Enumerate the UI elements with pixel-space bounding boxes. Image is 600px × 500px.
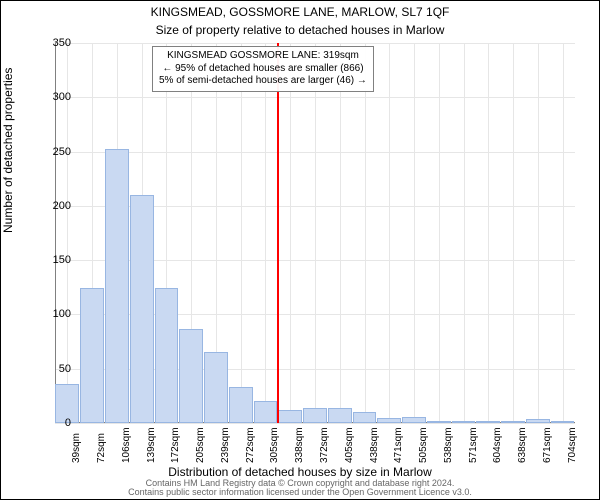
histogram-bar [452, 421, 476, 423]
histogram-bar [204, 352, 228, 423]
xtick-label: 272sqm [245, 427, 256, 463]
histogram-bar [377, 418, 401, 423]
ytick-label: 50 [31, 363, 71, 375]
chart-frame: KINGSMEAD, GOSSMORE LANE, MARLOW, SL7 1Q… [0, 0, 600, 500]
grid-line-v [340, 43, 341, 423]
footer-attribution: Contains HM Land Registry data © Crown c… [1, 479, 599, 497]
histogram-bar [551, 421, 575, 423]
histogram-bar [254, 401, 278, 423]
xtick-label: 205sqm [195, 427, 206, 463]
annotation-line1: KINGSMEAD GOSSMORE LANE: 319sqm [159, 50, 367, 63]
xtick-label: 172sqm [170, 427, 181, 463]
histogram-bar [328, 408, 352, 423]
xtick-label: 305sqm [269, 427, 280, 463]
histogram-bar [427, 421, 451, 423]
xtick-label: 139sqm [146, 427, 157, 463]
grid-line-v [538, 43, 539, 423]
grid-line-v [563, 43, 564, 423]
xtick-label: 72sqm [96, 433, 107, 463]
histogram-bar [229, 387, 253, 423]
xtick-label: 338sqm [294, 427, 305, 463]
histogram-bar [476, 421, 500, 423]
histogram-bar [80, 288, 104, 423]
ytick-label: 150 [31, 254, 71, 266]
grid-line-v [241, 43, 242, 423]
xtick-label: 106sqm [121, 427, 132, 463]
histogram-bar [353, 412, 377, 423]
grid-line-v [315, 43, 316, 423]
chart-title-line1: KINGSMEAD, GOSSMORE LANE, MARLOW, SL7 1Q… [1, 5, 599, 19]
xtick-label: 571sqm [468, 427, 479, 463]
histogram-bar [501, 421, 525, 423]
histogram-bar [278, 410, 302, 423]
xtick-label: 671sqm [542, 427, 553, 463]
grid-line-v [488, 43, 489, 423]
histogram-bar [402, 417, 426, 424]
histogram-bar [130, 195, 154, 423]
chart-title-line2: Size of property relative to detached ho… [1, 23, 599, 37]
marker-line [277, 43, 279, 423]
y-axis-label: Number of detached properties [1, 68, 15, 233]
xtick-label: 405sqm [344, 427, 355, 463]
xtick-label: 638sqm [517, 427, 528, 463]
histogram-bar [155, 288, 179, 423]
ytick-label: 0 [31, 417, 71, 429]
xtick-label: 604sqm [492, 427, 503, 463]
xtick-label: 372sqm [319, 427, 330, 463]
ytick-label: 100 [31, 308, 71, 320]
grid-line-v [365, 43, 366, 423]
ytick-label: 250 [31, 146, 71, 158]
plot-area: KINGSMEAD GOSSMORE LANE: 319sqm← 95% of … [55, 43, 575, 423]
grid-line-v [464, 43, 465, 423]
x-axis-label: Distribution of detached houses by size … [1, 465, 599, 479]
grid-line-h [55, 43, 575, 44]
xtick-label: 438sqm [369, 427, 380, 463]
ytick-label: 200 [31, 200, 71, 212]
grid-line-v [439, 43, 440, 423]
grid-line-h [55, 97, 575, 98]
annotation-box: KINGSMEAD GOSSMORE LANE: 319sqm← 95% of … [152, 46, 374, 92]
xtick-label: 239sqm [220, 427, 231, 463]
grid-line-h [55, 152, 575, 153]
xtick-label: 538sqm [443, 427, 454, 463]
xtick-label: 704sqm [567, 427, 578, 463]
histogram-bar [179, 329, 203, 423]
histogram-bar [105, 149, 129, 423]
ytick-label: 350 [31, 37, 71, 49]
histogram-bar [303, 408, 327, 423]
xtick-label: 505sqm [418, 427, 429, 463]
grid-line-v [265, 43, 266, 423]
annotation-line2: ← 95% of detached houses are smaller (86… [159, 63, 367, 76]
footer-line2: Contains public sector information licen… [128, 487, 472, 497]
grid-line-v [414, 43, 415, 423]
grid-line-v [389, 43, 390, 423]
grid-line-v [290, 43, 291, 423]
ytick-label: 300 [31, 91, 71, 103]
xtick-label: 39sqm [71, 433, 82, 463]
histogram-bar [526, 419, 550, 423]
xtick-label: 471sqm [393, 427, 404, 463]
grid-line-h [55, 423, 575, 424]
grid-line-v [513, 43, 514, 423]
annotation-line3: 5% of semi-detached houses are larger (4… [159, 75, 367, 88]
